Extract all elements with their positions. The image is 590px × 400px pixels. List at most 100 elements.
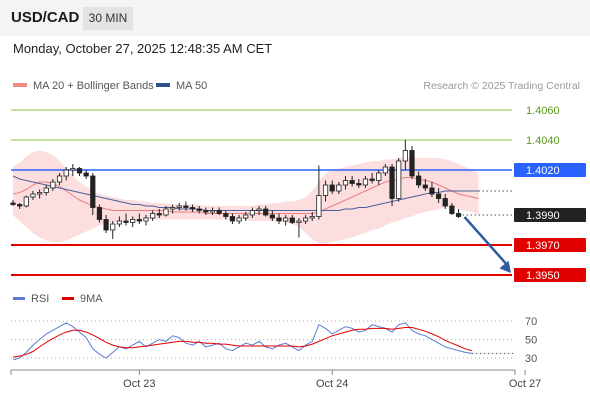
candle-body-down [90, 175, 96, 208]
candle [322, 180, 329, 202]
price-label-box-1.3970 [514, 238, 586, 252]
candle-body-down [349, 180, 355, 184]
candle-body-up [309, 216, 315, 219]
candle-body-up [30, 193, 36, 198]
legend-ma50-swatch [156, 83, 170, 88]
candle-body-down [416, 175, 422, 186]
candle-body-up [56, 175, 63, 183]
candle-body-down [103, 219, 109, 231]
instrument-title: USD/CAD [11, 9, 80, 26]
candle [37, 189, 43, 199]
candle [422, 179, 428, 191]
candle-body-up [382, 166, 389, 174]
candle [43, 185, 49, 196]
chart-header: USD/CAD 30 MIN [0, 0, 590, 36]
candle-body-down [356, 183, 362, 186]
candle [402, 140, 408, 170]
candle [429, 182, 435, 197]
candle-body-down [216, 210, 222, 214]
candle [263, 206, 269, 217]
legend-rsi: RSI [13, 293, 49, 305]
candle [90, 173, 96, 215]
x-tick-label-Oct-24: Oct 24 [316, 378, 348, 390]
candle-body-down [263, 208, 269, 216]
price-label-box-1.3990 [514, 208, 586, 222]
candle [269, 210, 275, 221]
candle [123, 213, 129, 226]
candle [409, 146, 415, 179]
legend-ma20-swatch [13, 83, 27, 88]
candle-body-down [136, 219, 142, 222]
candle-body-up [130, 219, 136, 223]
candle [336, 182, 342, 194]
candle [189, 204, 196, 212]
candle [76, 167, 83, 176]
candle [289, 215, 295, 224]
projection-arrow-head [499, 260, 511, 273]
x-tick-label-Oct-27: Oct 27 [509, 378, 541, 390]
candle-body-up [143, 217, 149, 222]
candle [296, 218, 302, 238]
candle [30, 191, 36, 200]
candle-body-down [389, 166, 395, 199]
candle [50, 179, 56, 191]
candle [63, 167, 69, 181]
legend-ma50: MA 50 [156, 80, 207, 92]
candle [209, 207, 216, 215]
candle-body-down [435, 193, 442, 199]
candle [70, 164, 76, 176]
candle-body-up [249, 210, 255, 216]
candle-body-up [296, 220, 302, 223]
candle [17, 203, 23, 209]
price-label-box-1.4020 [514, 163, 586, 177]
candle [342, 176, 349, 190]
candle [103, 215, 109, 233]
candle [302, 215, 309, 224]
price-label-1.3990: 1.3990 [526, 210, 560, 222]
candle-body-down [17, 204, 23, 207]
candle [150, 210, 156, 221]
candle [169, 204, 176, 214]
candle [10, 200, 16, 206]
candle [236, 215, 242, 224]
candle-body-down [203, 210, 209, 213]
candle-body-up [37, 192, 43, 195]
candle-body-down [10, 202, 16, 205]
candle [83, 170, 89, 179]
candle-body-up [150, 213, 156, 219]
candle [243, 212, 249, 221]
candle-body-down [156, 213, 162, 216]
rsi-tick-30: 30 [525, 353, 537, 365]
candle-body-down [329, 184, 335, 192]
legend-ma20-label: MA 20 + Bollinger Bands [33, 80, 154, 92]
candle-body-down [83, 172, 89, 177]
candle-body-up [23, 196, 29, 207]
candle [56, 173, 63, 185]
candle [396, 158, 402, 202]
candle-body-down [449, 205, 455, 214]
price-label-1.4020: 1.4020 [526, 165, 560, 177]
candle-body-up [243, 214, 249, 219]
legend-9ma: 9MA [62, 293, 103, 305]
legend-9ma-swatch [62, 296, 74, 300]
legend-9ma-label: 9MA [80, 293, 103, 305]
candle [183, 201, 189, 211]
candle-body-up [70, 168, 76, 171]
candle-body-up [43, 187, 49, 193]
candle [455, 209, 462, 218]
legend-rsi-swatch [13, 296, 25, 300]
copyright-notice: Research © 2025 Trading Central [423, 80, 580, 92]
candle [23, 195, 29, 208]
candle-body-down [409, 150, 415, 177]
price-label-1.3970: 1.3970 [526, 240, 560, 252]
projection-arrow-shaft [463, 216, 510, 268]
candle [223, 210, 229, 220]
candle-body-down [76, 168, 83, 174]
candle-body-up [50, 181, 56, 189]
candle [156, 209, 162, 218]
candle [203, 207, 209, 215]
candle-body-down [276, 217, 282, 222]
timeframe-button[interactable]: 30 MIN [83, 7, 133, 30]
candle [435, 188, 442, 203]
